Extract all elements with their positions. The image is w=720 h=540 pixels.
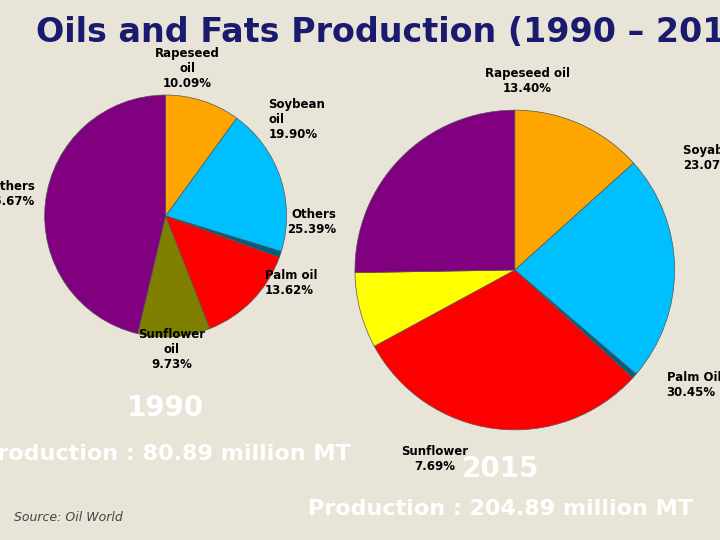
Wedge shape [138, 216, 210, 337]
Text: Rapeseed
oil
10.09%: Rapeseed oil 10.09% [155, 47, 220, 90]
Text: 1990: 1990 [127, 394, 204, 422]
Text: Sunflower
oil
9.73%: Sunflower oil 9.73% [138, 328, 205, 370]
Wedge shape [355, 110, 515, 273]
Wedge shape [374, 270, 633, 430]
Text: Sunflower
7.69%: Sunflower 7.69% [401, 444, 469, 472]
Wedge shape [166, 118, 287, 252]
Wedge shape [515, 163, 675, 374]
Text: Others
25.39%: Others 25.39% [287, 208, 336, 236]
Text: Production : 80.89 million MT: Production : 80.89 million MT [0, 443, 351, 464]
Text: 2015: 2015 [462, 455, 539, 483]
Text: Source: Oil World: Source: Oil World [14, 511, 123, 524]
Text: Palm oil
13.62%: Palm oil 13.62% [265, 268, 318, 296]
Wedge shape [355, 270, 515, 346]
Wedge shape [166, 216, 282, 257]
Wedge shape [515, 110, 634, 270]
Text: Soyabean Oil
23.07%: Soyabean Oil 23.07% [683, 144, 720, 172]
Wedge shape [166, 95, 237, 216]
Wedge shape [515, 270, 636, 378]
Text: Rapeseed oil
13.40%: Rapeseed oil 13.40% [485, 68, 570, 96]
Wedge shape [166, 216, 279, 329]
Wedge shape [45, 95, 166, 334]
Text: Others
46.67%: Others 46.67% [0, 180, 35, 208]
Text: Soybean
oil
19.90%: Soybean oil 19.90% [269, 98, 325, 141]
Text: Production : 204.89 million MT: Production : 204.89 million MT [308, 499, 693, 519]
Text: Palm Oil
30.45%: Palm Oil 30.45% [667, 371, 720, 399]
Text: Oils and Fats Production (1990 – 2015): Oils and Fats Production (1990 – 2015) [36, 16, 720, 49]
